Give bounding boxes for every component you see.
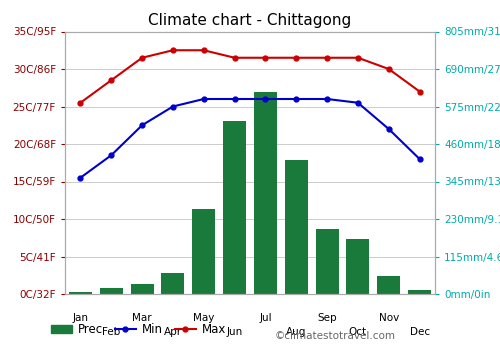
- Bar: [192, 209, 216, 294]
- Title: Climate chart - Chittagong: Climate chart - Chittagong: [148, 13, 352, 28]
- Text: Aug: Aug: [286, 327, 306, 337]
- Bar: [284, 160, 308, 294]
- Bar: [377, 276, 400, 294]
- Bar: [254, 92, 277, 294]
- Bar: [316, 229, 338, 294]
- Bar: [223, 121, 246, 294]
- Bar: [408, 290, 431, 294]
- Text: Mar: Mar: [132, 314, 152, 323]
- Legend: Prec, Min, Max: Prec, Min, Max: [46, 318, 231, 341]
- Text: Dec: Dec: [410, 327, 430, 337]
- Text: Sep: Sep: [318, 314, 337, 323]
- Text: Jun: Jun: [226, 327, 242, 337]
- Bar: [130, 284, 154, 294]
- Text: Jul: Jul: [259, 314, 272, 323]
- Bar: [100, 288, 123, 294]
- Text: Feb: Feb: [102, 327, 120, 337]
- Text: May: May: [193, 314, 214, 323]
- Text: Nov: Nov: [378, 314, 399, 323]
- Bar: [162, 273, 184, 294]
- Text: Jan: Jan: [72, 314, 88, 323]
- Bar: [346, 239, 370, 294]
- Text: Oct: Oct: [349, 327, 367, 337]
- Text: Apr: Apr: [164, 327, 182, 337]
- Bar: [69, 292, 92, 294]
- Text: ©climatestotravel.com: ©climatestotravel.com: [275, 331, 396, 341]
